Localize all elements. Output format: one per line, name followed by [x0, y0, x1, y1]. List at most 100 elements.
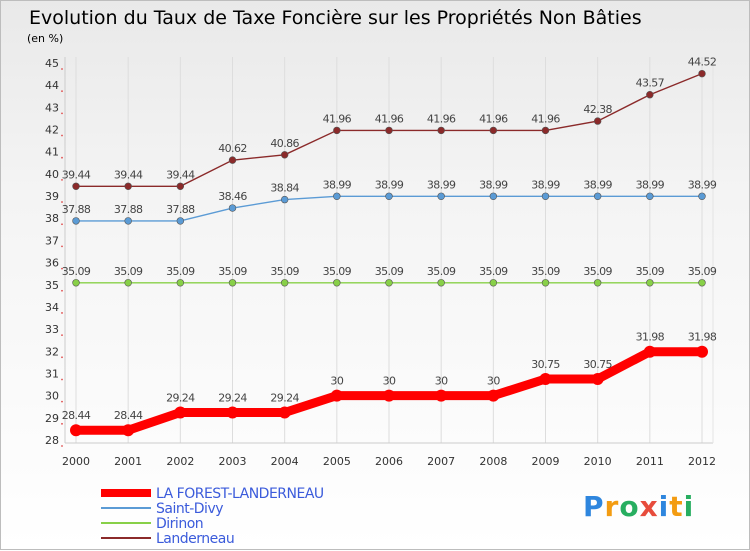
- data-label: 35.09: [218, 265, 247, 278]
- data-point: [176, 182, 185, 191]
- data-label: 38.46: [218, 190, 247, 203]
- data-label: 30: [383, 375, 396, 388]
- data-point: [593, 117, 602, 125]
- data-label: 38.99: [323, 178, 352, 191]
- data-label: 39.44: [166, 168, 195, 181]
- data-label: 35.09: [479, 265, 508, 278]
- y-tick-mark: [61, 90, 63, 93]
- data-point: [593, 279, 602, 287]
- data-label: 31.98: [688, 331, 717, 344]
- y-tick-mark: [61, 267, 63, 270]
- data-label: 38.99: [375, 178, 404, 191]
- x-tick-label: 2008: [479, 455, 507, 468]
- logo-letter: o: [619, 490, 640, 523]
- data-point: [489, 126, 498, 135]
- data-point: [385, 192, 393, 200]
- x-tick-label: 2003: [219, 455, 247, 468]
- y-tick-mark: [61, 156, 63, 159]
- data-point: [539, 373, 552, 386]
- data-label: 39.44: [114, 168, 143, 181]
- data-point: [646, 192, 654, 200]
- chart-title: Evolution du Taux de Taxe Foncière sur l…: [29, 7, 642, 29]
- y-tick-mark: [61, 245, 63, 248]
- data-point: [228, 156, 237, 164]
- data-label: 35.09: [427, 265, 456, 278]
- legend-label: Saint-Divy: [156, 501, 223, 517]
- data-point: [330, 389, 343, 402]
- x-tick-label: 2001: [114, 455, 142, 468]
- data-point: [333, 279, 341, 287]
- data-point: [124, 279, 132, 287]
- data-label: 37.88: [166, 203, 195, 216]
- data-label: 30: [435, 375, 448, 388]
- data-label: 40.86: [270, 137, 299, 150]
- y-tick-label: 29: [45, 412, 59, 425]
- data-label: 41.96: [427, 112, 456, 125]
- data-point: [72, 279, 80, 287]
- y-tick-label: 43: [45, 101, 59, 114]
- x-tick-label: 2000: [62, 455, 90, 468]
- logo-letter: x: [639, 490, 659, 523]
- y-tick-label: 45: [45, 57, 59, 70]
- y-tick-mark: [61, 356, 63, 359]
- data-point: [385, 279, 393, 287]
- data-label: 39.44: [62, 168, 91, 181]
- data-point: [176, 217, 185, 225]
- data-label: 41.96: [531, 112, 560, 125]
- data-label: 28.44: [114, 409, 143, 422]
- y-tick-label: 33: [45, 323, 59, 336]
- y-tick-mark: [61, 334, 63, 337]
- y-tick-label: 38: [45, 212, 59, 225]
- data-point: [280, 279, 289, 287]
- data-point: [176, 279, 185, 287]
- data-label: 35.09: [270, 265, 299, 278]
- data-label: 35.09: [688, 265, 717, 278]
- y-tick-mark: [61, 289, 63, 292]
- data-point: [646, 279, 654, 287]
- data-point: [333, 126, 341, 135]
- data-label: 28.44: [62, 409, 91, 422]
- data-point: [541, 279, 550, 287]
- data-label: 38.99: [688, 178, 717, 191]
- data-label: 37.88: [114, 203, 143, 216]
- data-label: 35.09: [323, 265, 352, 278]
- data-label: 29.24: [218, 392, 247, 405]
- x-tick-label: 2010: [584, 455, 612, 468]
- y-tick-label: 44: [45, 79, 59, 92]
- legend: LA FOREST-LANDERNEAUSaint-DivyDirinonLan…: [101, 486, 324, 547]
- data-label: 30.75: [583, 358, 612, 371]
- data-point: [643, 345, 656, 358]
- data-point: [72, 217, 80, 225]
- x-tick-label: 2006: [375, 455, 403, 468]
- data-label: 29.24: [166, 392, 195, 405]
- data-label: 37.88: [62, 203, 91, 216]
- y-tick-mark: [61, 112, 63, 115]
- logo-letter: P: [583, 490, 605, 523]
- y-tick-label: 42: [45, 124, 59, 137]
- data-label: 29.24: [270, 392, 299, 405]
- data-point: [383, 389, 395, 402]
- data-point: [124, 217, 132, 225]
- data-label: 38.99: [636, 178, 665, 191]
- y-tick-mark: [61, 223, 63, 226]
- y-tick-mark: [61, 201, 63, 203]
- data-label: 38.84: [270, 182, 299, 195]
- data-point: [122, 424, 135, 437]
- logo-letter: i: [658, 490, 670, 523]
- y-tick-mark: [61, 445, 63, 447]
- data-point: [228, 204, 237, 212]
- y-tick-label: 37: [45, 234, 59, 247]
- axes: 28 29 30 31 32 33 34 35 36 37 38 39 40 41 42 43 44 45 2000…: [45, 57, 716, 468]
- data-label: 35.09: [62, 265, 91, 278]
- data-point: [226, 406, 239, 419]
- y-tick-label: 40: [45, 168, 59, 181]
- y-tick-mark: [61, 312, 63, 314]
- x-tick-label: 2011: [636, 455, 664, 468]
- data-point: [385, 126, 393, 135]
- data-point: [280, 195, 289, 204]
- data-point: [228, 279, 237, 287]
- x-tick-label: 2007: [427, 455, 455, 468]
- data-label: 31.98: [636, 331, 665, 344]
- y-tick-label: 36: [45, 257, 59, 270]
